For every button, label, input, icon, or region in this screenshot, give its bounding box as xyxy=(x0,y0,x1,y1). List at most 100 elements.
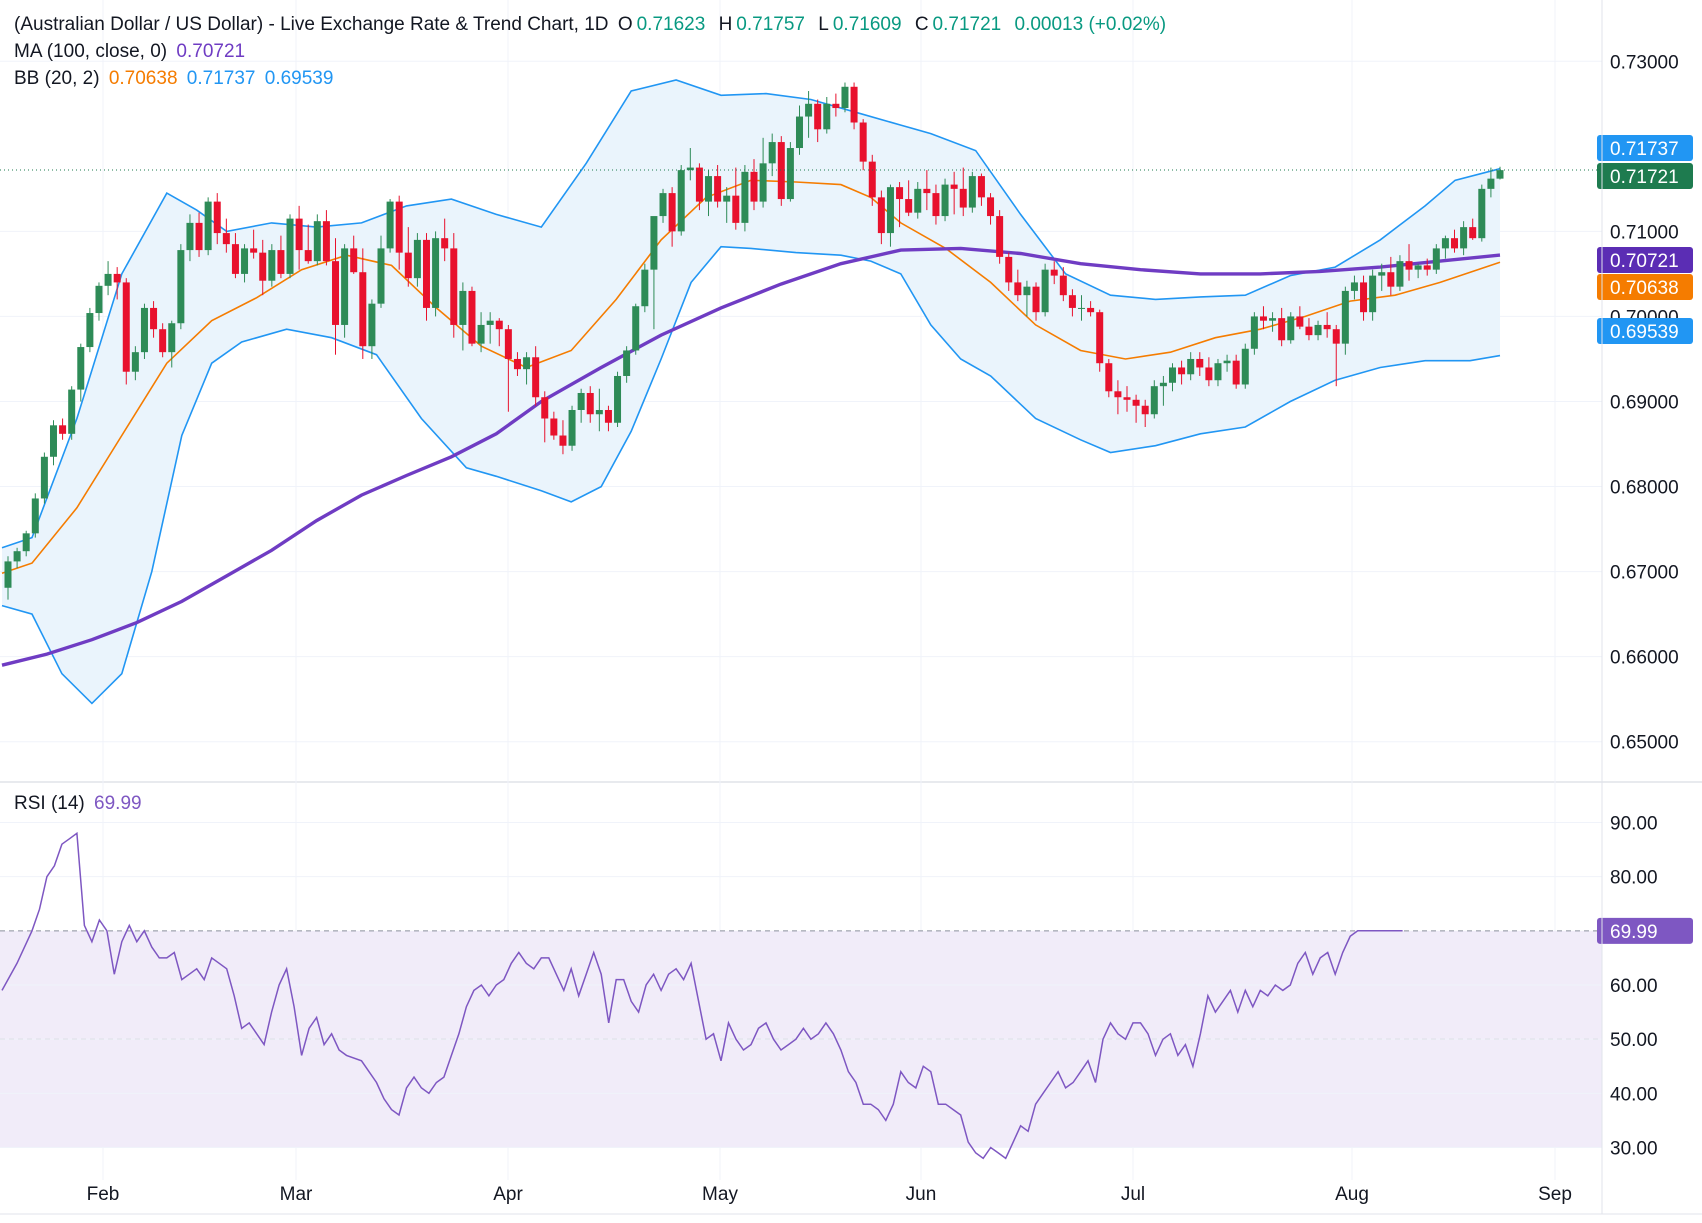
candle xyxy=(1132,399,1140,406)
candle xyxy=(777,142,785,200)
low-value: 0.71609 xyxy=(832,14,902,35)
rsi-legend[interactable]: RSI (14) 69.99 xyxy=(14,793,146,815)
candle xyxy=(1460,227,1468,249)
bb-basis-tag-text: 0.70638 xyxy=(1610,278,1679,299)
time-axis-label: Jun xyxy=(906,1184,937,1205)
candle xyxy=(1196,358,1204,368)
bb-lower-tag-text: 0.69539 xyxy=(1610,322,1679,343)
low-label: L xyxy=(818,14,829,35)
rsi-line xyxy=(1,831,1403,1160)
candle xyxy=(968,176,976,208)
candle xyxy=(532,357,540,398)
candle xyxy=(1350,282,1358,291)
candle xyxy=(832,103,840,109)
candle xyxy=(150,307,158,330)
candle xyxy=(68,389,76,434)
bb-label: BB (20, 2) xyxy=(14,68,100,89)
candle xyxy=(1405,261,1413,270)
candle xyxy=(104,273,112,286)
candle xyxy=(695,167,703,202)
candle xyxy=(1287,316,1295,341)
last-price-tag-text: 0.71721 xyxy=(1610,167,1679,188)
candle xyxy=(905,199,913,213)
candle xyxy=(795,116,803,149)
candle xyxy=(896,187,904,200)
candle xyxy=(1123,397,1131,400)
candle xyxy=(714,176,722,202)
candle xyxy=(1141,405,1149,415)
candle xyxy=(1250,316,1258,349)
candle xyxy=(750,171,758,202)
candle xyxy=(277,250,285,274)
high-label: H xyxy=(718,14,733,35)
candle xyxy=(677,170,685,232)
candle xyxy=(231,244,239,274)
candle xyxy=(1087,307,1095,313)
candle xyxy=(959,188,967,208)
candle xyxy=(1068,295,1076,308)
candle xyxy=(140,307,148,353)
rsi-axis-label: 30.00 xyxy=(1610,1139,1658,1160)
candle xyxy=(295,218,303,251)
candle xyxy=(86,313,94,348)
time-axis-label: Feb xyxy=(87,1184,120,1205)
bb-basis-tag xyxy=(1597,274,1693,300)
candle xyxy=(1314,324,1322,336)
candle xyxy=(77,347,85,390)
rsi-axis-label: 80.00 xyxy=(1610,868,1658,889)
close-value: 0.71721 xyxy=(932,14,1002,35)
candle xyxy=(977,176,985,198)
candle xyxy=(441,238,449,249)
candle xyxy=(404,252,412,279)
candle xyxy=(1059,275,1067,296)
candle xyxy=(504,329,512,359)
candle xyxy=(477,324,485,344)
candle xyxy=(1005,256,1013,283)
candle xyxy=(732,195,740,223)
price-axis-label: 0.68000 xyxy=(1610,478,1679,499)
candle xyxy=(1014,282,1022,296)
candle xyxy=(13,551,21,562)
candle xyxy=(523,357,531,370)
change-value: 0.00013 (+0.02%) xyxy=(1014,14,1167,35)
candle xyxy=(568,410,576,446)
candle xyxy=(1205,367,1213,381)
candle xyxy=(1078,307,1086,309)
candle xyxy=(1341,290,1349,344)
candle xyxy=(805,103,813,117)
candle xyxy=(541,397,549,419)
candle xyxy=(1387,272,1395,287)
price-axis-label: 0.67000 xyxy=(1610,563,1679,584)
candle xyxy=(768,142,776,164)
candle xyxy=(413,239,421,279)
candle xyxy=(1041,269,1049,313)
candle xyxy=(4,561,12,588)
candle xyxy=(932,193,940,217)
candle xyxy=(422,239,430,308)
bollinger-upper-line xyxy=(1,79,1501,549)
bb-lower-tag xyxy=(1597,318,1693,344)
candle xyxy=(814,103,822,130)
candle xyxy=(495,320,503,330)
candle xyxy=(332,261,340,325)
candle xyxy=(1396,261,1404,287)
candle xyxy=(350,248,358,273)
time-axis-label: May xyxy=(702,1184,738,1205)
candle xyxy=(368,303,376,347)
ma-legend[interactable]: MA (100, close, 0) 0.70721 xyxy=(14,41,249,63)
time-axis-label: Aug xyxy=(1335,1184,1369,1205)
candle xyxy=(850,86,858,123)
candle xyxy=(559,435,567,446)
candle xyxy=(705,176,713,202)
candle xyxy=(268,250,276,281)
candle xyxy=(650,216,658,270)
candle xyxy=(1278,318,1286,341)
candle xyxy=(377,248,385,304)
bb-legend[interactable]: BB (20, 2) 0.70638 0.71737 0.69539 xyxy=(14,68,337,90)
candle xyxy=(195,222,203,251)
candle xyxy=(877,197,885,234)
candle xyxy=(1269,318,1277,321)
candle xyxy=(632,306,640,351)
candle xyxy=(741,171,749,223)
